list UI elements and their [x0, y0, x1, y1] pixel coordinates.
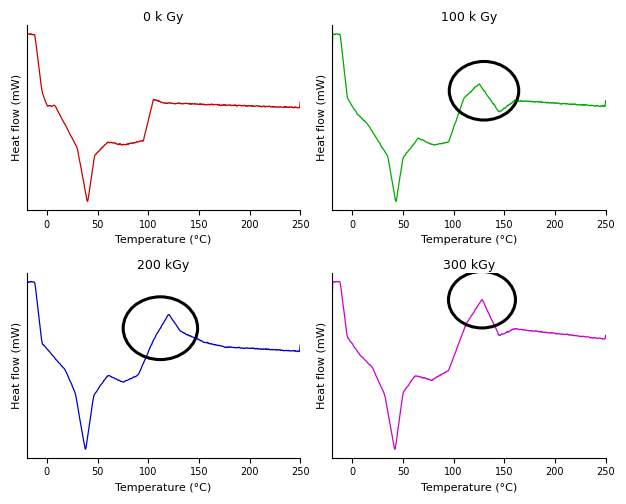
Title: 300 kGy: 300 kGy — [443, 259, 495, 272]
X-axis label: Temperature (°C): Temperature (°C) — [421, 235, 517, 245]
Y-axis label: Heat flow (mW): Heat flow (mW) — [11, 74, 21, 161]
Y-axis label: Heat flow (mW): Heat flow (mW) — [317, 74, 327, 161]
Y-axis label: Heat flow (mW): Heat flow (mW) — [317, 322, 327, 409]
X-axis label: Temperature (°C): Temperature (°C) — [115, 235, 212, 245]
X-axis label: Temperature (°C): Temperature (°C) — [421, 483, 517, 493]
Title: 200 kGy: 200 kGy — [137, 259, 190, 272]
Title: 0 k Gy: 0 k Gy — [143, 11, 183, 24]
Y-axis label: Heat flow (mW): Heat flow (mW) — [11, 322, 21, 409]
X-axis label: Temperature (°C): Temperature (°C) — [115, 483, 212, 493]
Title: 100 k Gy: 100 k Gy — [441, 11, 497, 24]
